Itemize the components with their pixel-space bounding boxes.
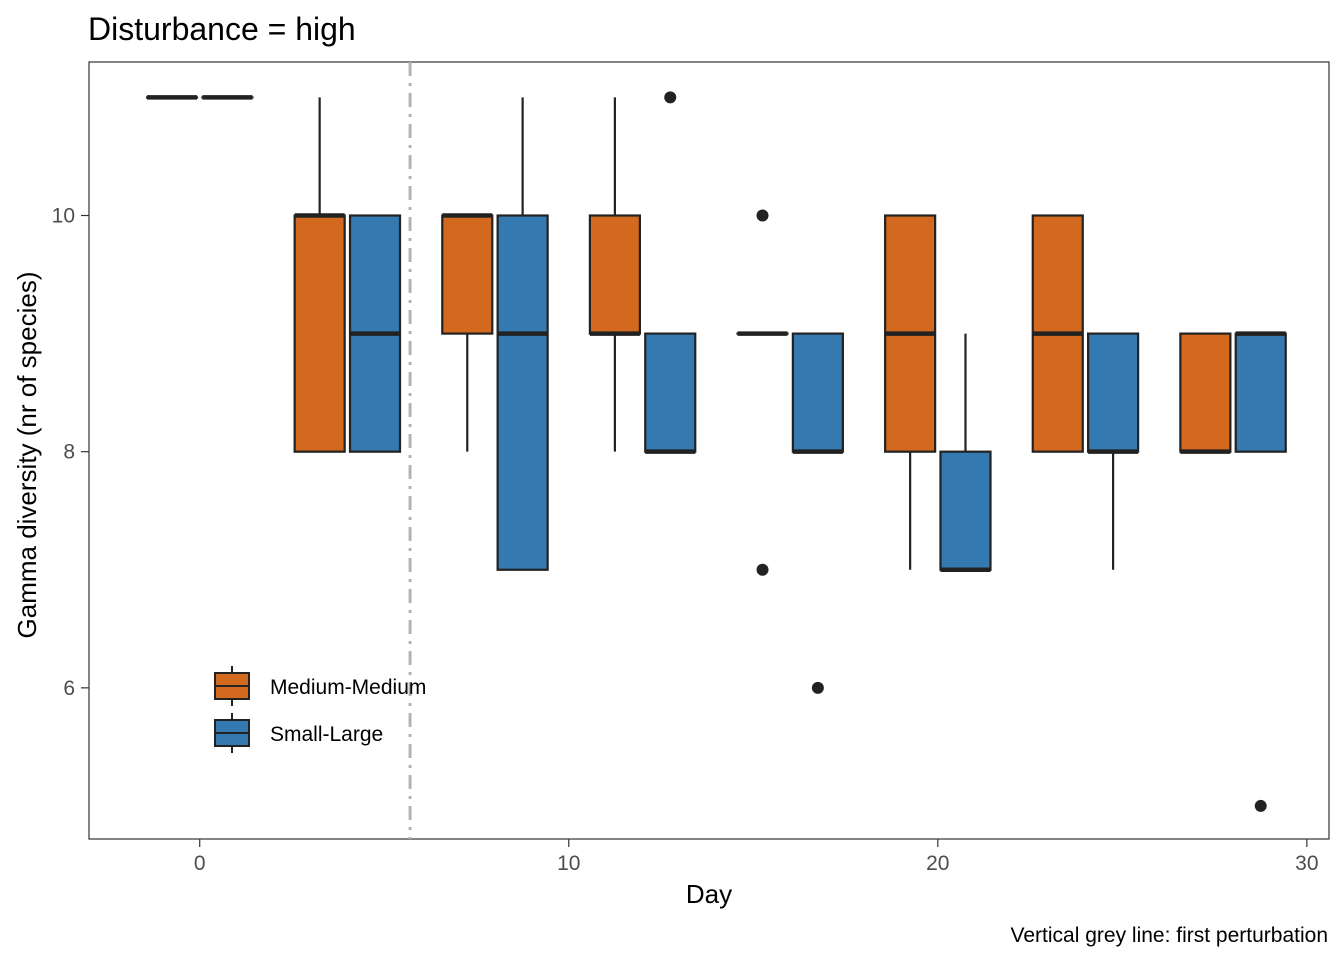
x-tick-label: 20	[926, 852, 949, 875]
box-7	[644, 91, 697, 454]
y-tick-label: 10	[52, 205, 75, 228]
y-tick-label: 8	[63, 441, 75, 464]
box-15	[1234, 331, 1287, 812]
y-axis-label: Gamma diversity (nr of species)	[12, 272, 42, 639]
box-body	[791, 332, 844, 453]
box-body	[644, 332, 697, 453]
legend: Medium-Medium Small-Large	[214, 666, 426, 753]
box-body	[496, 214, 549, 571]
box-9	[791, 332, 844, 694]
box-8	[736, 209, 789, 576]
box-13	[1087, 332, 1140, 570]
legend-label: Small-Large	[270, 723, 383, 746]
boxes-layer	[145, 91, 1287, 812]
box-14	[1179, 332, 1232, 454]
legend-item-1: Small-Large	[214, 713, 383, 753]
plot-area: Medium-Medium Small-Large	[88, 61, 1330, 840]
outlier-point	[1254, 799, 1267, 812]
box-body	[939, 450, 992, 571]
box-body	[293, 214, 346, 453]
outlier-point	[664, 91, 677, 104]
outlier-point	[811, 681, 824, 694]
chart-title: Disturbance = high	[88, 11, 356, 47]
chart-caption: Vertical grey line: first perturbation	[1011, 924, 1328, 947]
box-body	[441, 214, 494, 335]
box-3	[348, 214, 402, 453]
outlier-point	[756, 563, 769, 576]
x-axis: 0 10 20 30	[194, 839, 1319, 875]
box-10	[884, 214, 937, 570]
x-tick-label: 0	[194, 852, 206, 875]
box-4	[441, 213, 494, 452]
y-axis: 6 8 10	[52, 205, 89, 700]
box-6	[588, 97, 641, 452]
box-11	[939, 333, 992, 573]
box-12	[1031, 214, 1084, 453]
outlier-point	[756, 209, 769, 222]
box-body	[1087, 332, 1140, 453]
x-axis-label: Day	[686, 879, 732, 909]
legend-item-0: Medium-Medium	[214, 666, 426, 706]
box-5	[496, 97, 549, 571]
box-body	[1179, 332, 1232, 453]
x-tick-label: 30	[1295, 852, 1318, 875]
x-tick-label: 10	[557, 852, 580, 875]
box-2	[293, 97, 346, 453]
box-body	[1234, 332, 1287, 453]
y-tick-label: 6	[63, 677, 75, 700]
legend-label: Medium-Medium	[270, 676, 426, 699]
box-body	[588, 214, 641, 335]
